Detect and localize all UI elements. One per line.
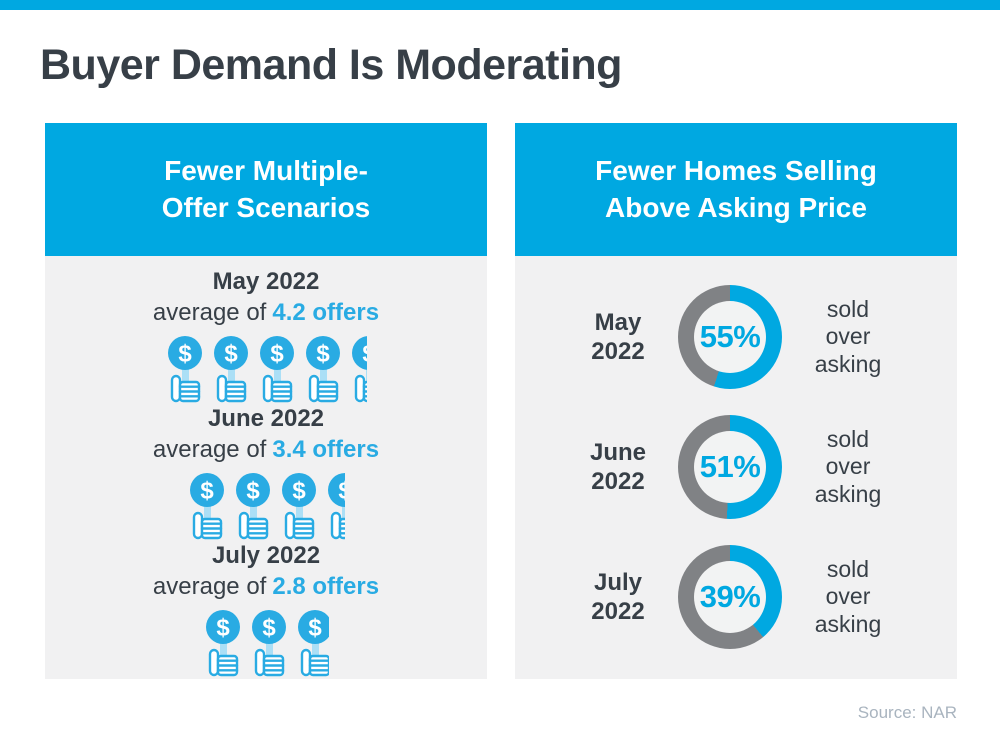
offer-row-june: June 2022 average of 3.4 offers $	[45, 405, 487, 542]
dollar-thumbs-up-icon: $	[257, 335, 297, 403]
offer-month-label: June 2022	[207, 405, 325, 432]
donut-hole: 55%	[694, 301, 766, 373]
sold-over-asking-label: sold over asking	[814, 556, 882, 637]
average-prefix: average of	[152, 298, 267, 326]
offer-icon-row: $ $ $	[45, 335, 487, 403]
donut-percent-label: 55%	[699, 319, 761, 354]
offer-icon-row: $ $ $	[45, 609, 487, 677]
offer-month-label: May 2022	[212, 268, 320, 295]
dollar-thumbs-up-icon: $	[249, 609, 289, 677]
svg-text:$: $	[262, 614, 276, 641]
sold-over-asking-label: sold over asking	[814, 296, 882, 377]
donut-percent-label: 51%	[699, 449, 761, 484]
above-asking-panel-body: May 2022 55% sold over asking June 20	[515, 256, 957, 679]
dollar-thumbs-up-icon: $	[233, 472, 273, 540]
partial-dollar-thumbs-up-icon: $	[349, 335, 367, 403]
svg-text:$: $	[316, 340, 330, 367]
svg-text:$: $	[224, 340, 238, 367]
svg-text:$: $	[270, 340, 284, 367]
month-year: 2022	[591, 338, 645, 365]
svg-text:$: $	[308, 614, 322, 641]
dollar-thumbs-up-icon: $	[349, 335, 367, 403]
page-title: Buyer Demand Is Moderating	[40, 41, 622, 89]
offer-average-text: average of 3.4 offers	[45, 436, 487, 465]
donut-row-july: July 2022 39% sold over asking	[515, 532, 957, 662]
donut-month-label: June 2022	[574, 438, 662, 497]
above-asking-panel: Fewer Homes Selling Above Asking Price M…	[515, 123, 957, 679]
offer-average-text: average of 2.8 offers	[45, 573, 487, 602]
dollar-thumbs-up-icon: $	[187, 472, 227, 540]
dollar-thumbs-up-icon: $	[325, 472, 345, 540]
average-value: 2.8 offers	[272, 572, 380, 600]
dollar-thumbs-up-icon: $	[203, 609, 243, 677]
offer-month-label: July 2022	[211, 542, 321, 569]
donut-month-label: May 2022	[574, 308, 662, 367]
source-attribution: Source: NAR	[857, 703, 957, 722]
above-asking-panel-header: Fewer Homes Selling Above Asking Price	[515, 123, 957, 256]
dollar-thumbs-up-icon: $	[165, 335, 205, 403]
month-year: 2022	[591, 468, 645, 495]
donut-row-may: May 2022 55% sold over asking	[515, 272, 957, 402]
svg-text:$: $	[292, 477, 306, 504]
header-line-1: Fewer Multiple-	[164, 154, 368, 186]
sold-over-asking-label: sold over asking	[814, 426, 882, 507]
svg-text:$: $	[200, 477, 214, 504]
donut-chart-july: 39%	[678, 545, 782, 649]
donut-hole: 39%	[694, 561, 766, 633]
dollar-thumbs-up-icon: $	[279, 472, 319, 540]
dollar-thumbs-up-icon: $	[295, 609, 329, 677]
multiple-offers-panel-header: Fewer Multiple- Offer Scenarios	[45, 123, 487, 256]
month-name: May	[594, 308, 642, 336]
header-line-1: Fewer Homes Selling	[595, 154, 877, 186]
svg-text:$: $	[362, 340, 367, 367]
donut-month-label: July 2022	[574, 568, 662, 627]
header-line-2: Offer Scenarios	[161, 191, 371, 223]
dollar-thumbs-up-icon: $	[303, 335, 343, 403]
donut-chart-may: 55%	[678, 285, 782, 389]
average-prefix: average of	[152, 572, 267, 600]
offer-icon-row: $ $ $	[45, 472, 487, 540]
average-prefix: average of	[152, 435, 267, 463]
svg-text:$: $	[178, 340, 192, 367]
dollar-thumbs-up-icon: $	[211, 335, 251, 403]
donut-percent-label: 39%	[699, 579, 761, 614]
offer-row-july: July 2022 average of 2.8 offers $	[45, 542, 487, 679]
svg-text:$: $	[216, 614, 230, 641]
top-accent-bar	[0, 0, 1000, 10]
svg-text:$: $	[338, 477, 345, 504]
multiple-offers-panel: Fewer Multiple- Offer Scenarios May 2022…	[45, 123, 487, 679]
header-line-2: Above Asking Price	[605, 191, 867, 223]
offer-row-may: May 2022 average of 4.2 offers $	[45, 268, 487, 405]
month-year: 2022	[591, 598, 645, 625]
average-value: 4.2 offers	[272, 298, 380, 326]
donut-hole: 51%	[694, 431, 766, 503]
partial-dollar-thumbs-up-icon: $	[295, 609, 329, 677]
donut-row-june: June 2022 51% sold over asking	[515, 402, 957, 532]
month-name: July	[593, 568, 643, 596]
partial-dollar-thumbs-up-icon: $	[325, 472, 345, 540]
average-value: 3.4 offers	[272, 435, 380, 463]
multiple-offers-panel-body: May 2022 average of 4.2 offers $	[45, 256, 487, 679]
svg-text:$: $	[246, 477, 260, 504]
offer-average-text: average of 4.2 offers	[45, 299, 487, 328]
month-name: June	[589, 438, 646, 466]
donut-chart-june: 51%	[678, 415, 782, 519]
